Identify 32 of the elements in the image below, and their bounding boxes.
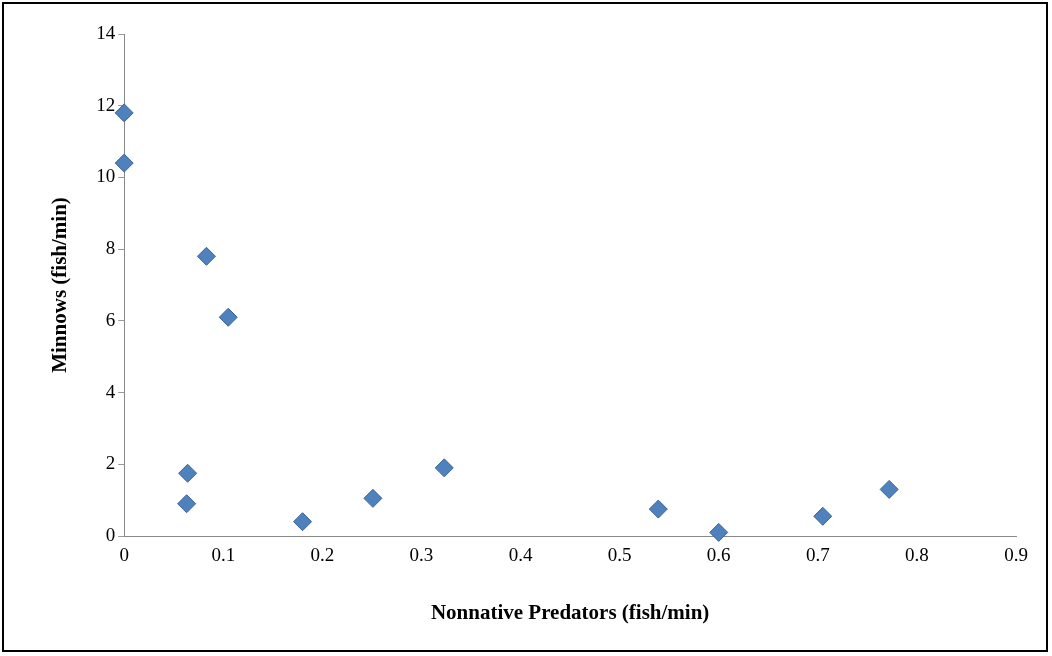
y-tick-label: 8: [105, 237, 116, 259]
point: [709, 522, 729, 542]
point: [293, 512, 313, 532]
x-tick-label: 0.7: [805, 544, 830, 566]
point: [363, 488, 383, 508]
x-tick-label: 0.6: [706, 544, 731, 566]
x-tick-label: 0.3: [409, 544, 434, 566]
y-tick-label: 10: [96, 165, 116, 187]
point: [114, 153, 134, 173]
point: [434, 458, 454, 478]
point: [196, 246, 216, 266]
point: [114, 103, 134, 123]
x-tick-label: 0.4: [508, 544, 533, 566]
y-tick-label: 6: [105, 308, 116, 330]
x-tick-label: 0.8: [905, 544, 929, 566]
y-tick-label: 14: [96, 21, 116, 43]
point: [218, 307, 238, 327]
x-axis-title: Nonnative Predators (fish/min): [430, 599, 710, 624]
point: [879, 479, 899, 499]
x-tick-label: 0.1: [211, 544, 236, 566]
x-tick-label: 0.9: [1004, 544, 1028, 566]
y-axis-title: Minnows (fish/min): [47, 197, 72, 373]
point: [177, 494, 197, 514]
point: [648, 499, 668, 519]
point: [813, 506, 833, 526]
x-tick-label: 0.5: [607, 544, 632, 566]
y-tick-label: 2: [105, 452, 116, 474]
y-tick-label: 0: [105, 523, 116, 545]
point: [178, 463, 198, 483]
y-tick-label: 4: [105, 380, 116, 402]
x-tick-label: 0.2: [310, 544, 335, 566]
y-tick-label: 12: [96, 93, 116, 115]
